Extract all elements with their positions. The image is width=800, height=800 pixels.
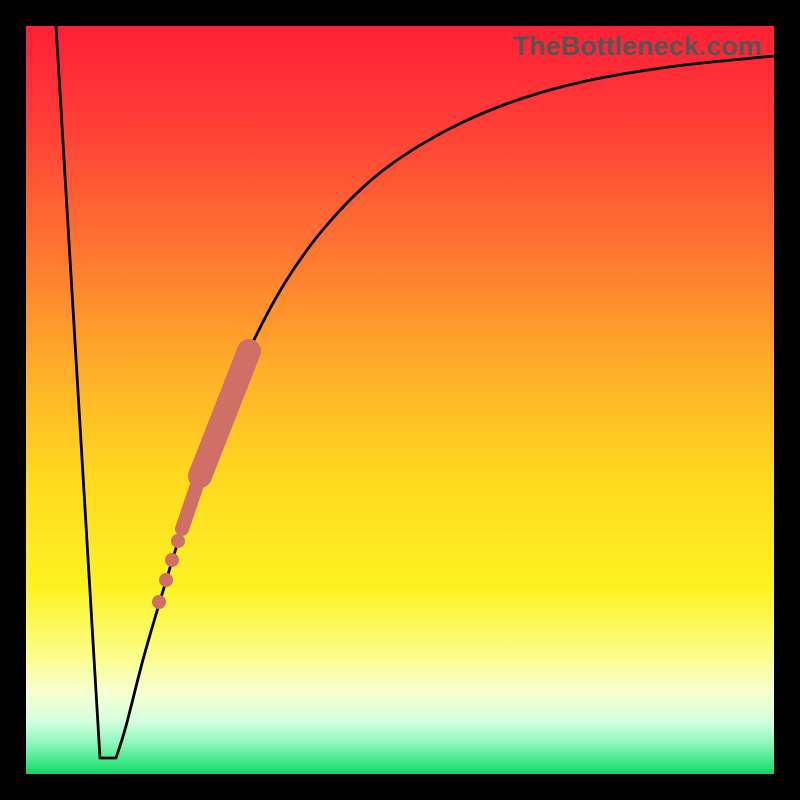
marker-dot (159, 573, 173, 587)
marker-dot (165, 553, 179, 567)
watermark: TheBottleneck.com (513, 31, 762, 62)
marker-segment-tail (182, 476, 200, 529)
chart-frame: TheBottleneck.com (0, 0, 800, 800)
marker-dot (171, 534, 185, 548)
bottleneck-curve (56, 26, 774, 758)
marker-dot (152, 595, 166, 609)
chart-overlay (26, 26, 774, 774)
plot-area (26, 26, 774, 774)
marker-segment-thick (200, 351, 249, 476)
